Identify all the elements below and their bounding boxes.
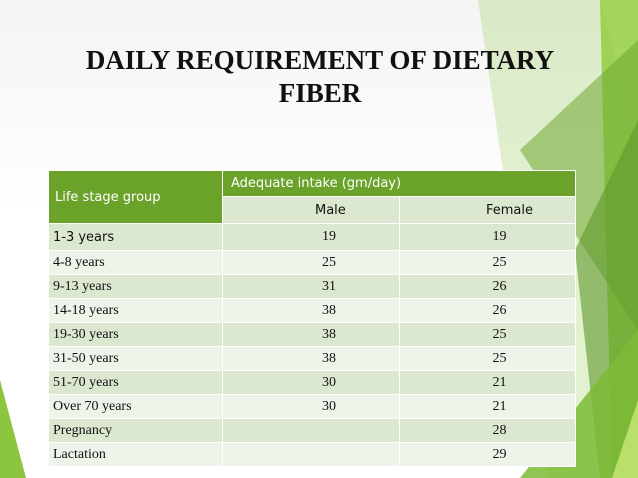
table-row: 1-3 years 19 19 (48, 223, 576, 251)
table-row: 9-13 years 31 26 (48, 274, 576, 299)
male-intake-cell (222, 442, 400, 467)
female-intake-cell: 25 (399, 322, 576, 347)
female-intake-cell: 19 (399, 223, 576, 251)
life-stage-cell: 31-50 years (48, 346, 223, 371)
male-intake-cell: 38 (222, 298, 400, 323)
title-line-2: FIBER (278, 78, 362, 108)
male-intake-cell: 30 (222, 394, 400, 419)
table-body: 1-3 years 19 19 4-8 years 25 25 9-13 years 31 26… (48, 223, 576, 467)
female-intake-cell: 29 (399, 442, 576, 467)
life-stage-cell: Over 70 years (48, 394, 223, 419)
life-stage-cell: 51-70 years (48, 370, 223, 395)
header-adequate-intake: Adequate intake (gm/day) (222, 170, 576, 197)
slide-title: DAILY REQUIREMENT OF DIETARY FIBER (40, 44, 600, 110)
life-stage-cell: 19-30 years (48, 322, 223, 347)
table-row: 14-18 years 38 26 (48, 298, 576, 323)
female-intake-cell: 28 (399, 418, 576, 443)
table-row: 4-8 years 25 25 (48, 250, 576, 275)
table-row: Lactation 29 (48, 442, 576, 467)
title-line-1: DAILY REQUIREMENT OF DIETARY (85, 45, 555, 75)
header-male: Male (222, 196, 400, 224)
table-row: 19-30 years 38 25 (48, 322, 576, 347)
male-intake-cell: 31 (222, 274, 400, 299)
table-row: 51-70 years 30 21 (48, 370, 576, 395)
male-intake-cell: 25 (222, 250, 400, 275)
table-row: Over 70 years 30 21 (48, 394, 576, 419)
header-life-stage-group: Life stage group (48, 170, 223, 224)
male-intake-cell: 38 (222, 346, 400, 371)
female-intake-cell: 21 (399, 370, 576, 395)
female-intake-cell: 26 (399, 298, 576, 323)
male-intake-cell: 19 (222, 223, 400, 251)
male-intake-cell: 38 (222, 322, 400, 347)
life-stage-cell: 1-3 years (48, 223, 223, 251)
female-intake-cell: 26 (399, 274, 576, 299)
female-intake-cell: 21 (399, 394, 576, 419)
table-row: Pregnancy 28 (48, 418, 576, 443)
life-stage-cell: Pregnancy (48, 418, 223, 443)
female-intake-cell: 25 (399, 250, 576, 275)
table-row: 31-50 years 38 25 (48, 346, 576, 371)
fiber-table: Life stage group Adequate intake (gm/day… (48, 170, 576, 467)
male-intake-cell (222, 418, 400, 443)
life-stage-cell: 9-13 years (48, 274, 223, 299)
life-stage-cell: Lactation (48, 442, 223, 467)
life-stage-cell: 14-18 years (48, 298, 223, 323)
male-intake-cell: 30 (222, 370, 400, 395)
header-female: Female (399, 196, 576, 224)
life-stage-cell: 4-8 years (48, 250, 223, 275)
female-intake-cell: 25 (399, 346, 576, 371)
